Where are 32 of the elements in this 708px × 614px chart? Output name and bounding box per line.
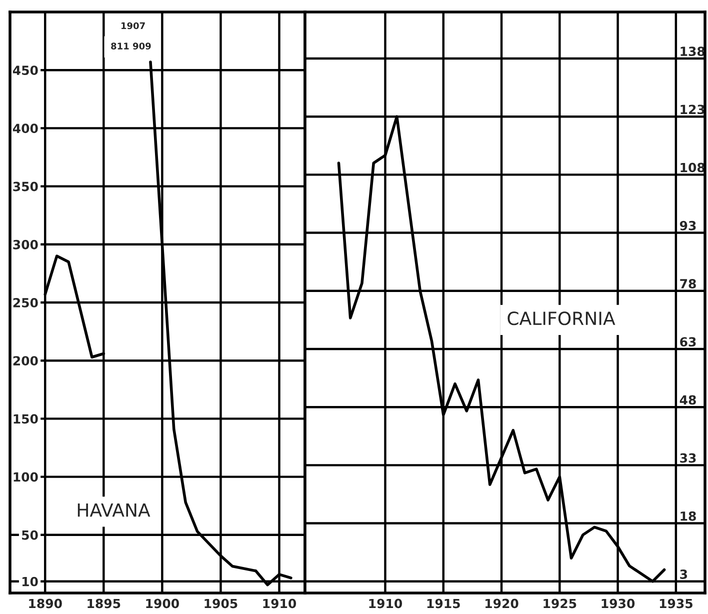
y-tick-label: 3 xyxy=(680,570,688,579)
text: HAVANA xyxy=(78,503,150,517)
x-tick-label: 1910 xyxy=(369,598,402,608)
x-tick-label: 1905 xyxy=(204,598,238,608)
y-tick-label: 300 xyxy=(13,240,38,250)
text: CALIFORNIA xyxy=(508,312,616,326)
annotation: 1907 xyxy=(121,22,145,30)
x-tick-label: 1925 xyxy=(544,598,576,608)
y-tick-label: 10 xyxy=(22,576,38,586)
x-tick-label: 1930 xyxy=(602,598,635,608)
x-tick-label: 1900 xyxy=(146,598,179,608)
x-tick-label: 1910 xyxy=(263,598,296,608)
y-tick-label: 33 xyxy=(680,453,696,463)
y-tick-label: 100 xyxy=(14,472,38,482)
annotation: 811 909 xyxy=(111,42,151,50)
y-tick-label: 400 xyxy=(12,124,38,134)
y-tick-label: 93 xyxy=(680,220,696,230)
y-tick-label: 150 xyxy=(14,414,38,424)
y-tick-label: 200 xyxy=(13,356,38,366)
y-tick-label: 48 xyxy=(680,395,696,405)
y-tick-label: 50 xyxy=(22,530,38,540)
x-tick-label: 1935 xyxy=(660,598,692,608)
y-tick-label: 350 xyxy=(13,182,38,192)
x-tick-label: 1895 xyxy=(88,598,120,608)
x-tick-label: 1920 xyxy=(486,598,518,608)
y-tick-label: 63 xyxy=(680,337,696,347)
y-tick-label: 78 xyxy=(680,279,696,288)
x-tick-label: 1890 xyxy=(29,598,62,608)
x-tick-label: 1915 xyxy=(427,598,460,608)
y-tick-label: 450 xyxy=(12,66,38,76)
y-tick-label: 18 xyxy=(680,511,696,521)
y-tick-label: 250 xyxy=(13,298,38,308)
